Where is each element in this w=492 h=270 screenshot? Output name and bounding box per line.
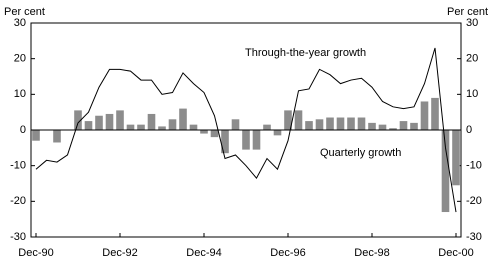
y2-tick-label: -30 [466, 231, 482, 243]
x-tick-label: Dec-00 [438, 247, 473, 259]
bar [452, 130, 460, 186]
bar [294, 110, 303, 130]
bar [252, 130, 261, 150]
y2-tick-label: 0 [466, 124, 472, 136]
bar [116, 110, 124, 130]
x-tick-label: Dec-92 [102, 247, 137, 259]
x-tick-label: Dec-90 [18, 247, 53, 259]
bar [221, 130, 229, 154]
bar [368, 122, 376, 130]
bar [399, 121, 408, 130]
bar [305, 121, 313, 130]
bar [347, 117, 355, 130]
y-axis-label: Per cent [4, 6, 45, 18]
y2-tick-label: -20 [466, 195, 482, 207]
bar [326, 117, 334, 130]
bar [284, 110, 292, 130]
bar [242, 130, 250, 150]
bar [200, 130, 208, 134]
bar [32, 130, 40, 141]
annotation: Quarterly growth [320, 147, 401, 159]
plot-frame [30, 22, 462, 238]
bar [210, 130, 219, 138]
bar [263, 124, 271, 130]
x-tick-label: Dec-94 [186, 247, 221, 259]
y-tick-label: 20 [14, 53, 26, 65]
y2-tick-label: -10 [466, 160, 482, 172]
bar [95, 115, 103, 130]
bar [147, 113, 156, 130]
x-tick-label: Dec-98 [354, 247, 389, 259]
bar [273, 130, 282, 136]
bar [357, 117, 366, 130]
bar [441, 130, 450, 213]
bar [179, 108, 187, 130]
bar [189, 124, 198, 130]
bar [420, 101, 429, 130]
y2-tick-label: 10 [466, 88, 478, 100]
bar [410, 122, 418, 130]
bar [431, 97, 439, 130]
annotation: Through-the-year growth [245, 47, 366, 59]
line [35, 47, 457, 213]
x-tick-label: Dec-96 [270, 247, 305, 259]
bar [389, 128, 397, 130]
bar [126, 124, 135, 130]
y2-tick-label: 30 [466, 17, 478, 29]
bar [158, 126, 166, 130]
bar [53, 130, 61, 143]
y-tick-label: 10 [14, 88, 26, 100]
bar [137, 124, 145, 130]
bar [74, 110, 82, 130]
y2-tick-label: 20 [466, 53, 478, 65]
bar [231, 119, 240, 130]
y-tick-label: 0 [20, 124, 26, 136]
y-tick-label: -10 [10, 160, 26, 172]
y-tick-label: -20 [10, 195, 26, 207]
y-tick-label: -30 [10, 231, 26, 243]
bar [105, 113, 114, 130]
bar [315, 119, 324, 130]
y-tick-label: 30 [14, 17, 26, 29]
bar [84, 121, 93, 130]
bar [336, 117, 345, 130]
bar [378, 124, 387, 130]
y2-axis-label: Per cent [447, 6, 488, 18]
bar [168, 119, 177, 130]
